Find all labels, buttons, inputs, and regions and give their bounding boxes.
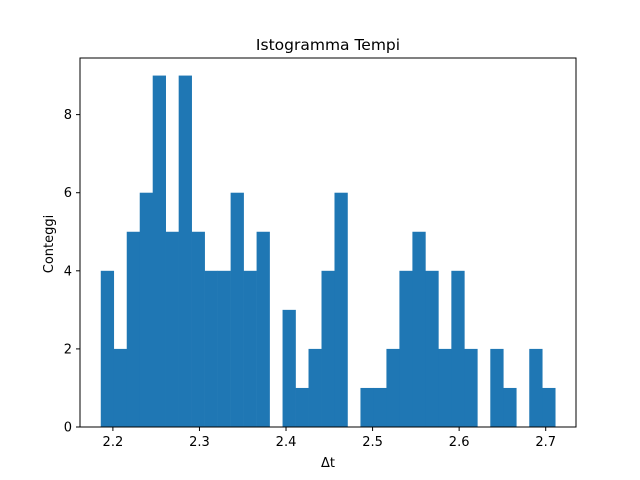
y-axis-label: Conteggi (42, 215, 57, 273)
histogram-bar (451, 270, 465, 427)
y-tick-label: 6 (64, 186, 72, 201)
chart-title: Istogramma Tempi (256, 36, 400, 54)
histogram-bar (360, 387, 374, 427)
histogram-bar (152, 75, 166, 427)
histogram-bar (282, 309, 296, 427)
x-axis-ticks: 2.2 2.3 2.4 2.5 2.6 2.7 (103, 427, 556, 450)
histogram-bar (321, 270, 335, 427)
histogram-bar (529, 348, 543, 427)
y-tick-label: 2 (64, 342, 72, 357)
x-tick-label: 2.7 (535, 435, 556, 450)
histogram-bar (490, 348, 504, 427)
histogram-bar (204, 270, 218, 427)
histogram-bar (217, 270, 231, 427)
histogram-bar (113, 348, 128, 427)
histogram-bar (412, 231, 426, 427)
x-tick-label: 2.5 (362, 435, 383, 450)
histogram-bar (191, 231, 205, 427)
histogram-bar (295, 387, 309, 427)
histogram-bar (386, 348, 400, 427)
histogram-bar (334, 192, 348, 427)
histogram-bar (399, 270, 413, 427)
histogram-bar (425, 270, 439, 427)
histogram-bar (464, 348, 478, 427)
histogram-bar (126, 231, 141, 427)
y-tick-label: 4 (64, 264, 72, 279)
y-axis-ticks: 0 2 4 6 8 (64, 108, 80, 436)
y-tick-label: 8 (64, 108, 72, 123)
x-tick-label: 2.2 (103, 435, 124, 450)
histogram-bars (100, 75, 556, 427)
x-tick-label: 2.4 (276, 435, 297, 450)
x-axis-label: Δt (321, 456, 335, 471)
x-tick-label: 2.6 (449, 435, 470, 450)
histogram-bar (373, 387, 387, 427)
histogram-bar (139, 192, 154, 427)
histogram-bar (100, 270, 115, 427)
histogram-bar (503, 387, 517, 427)
histogram-bar (308, 348, 322, 427)
plot-frame (79, 57, 577, 428)
histogram-bar (178, 75, 192, 427)
histogram-bar (438, 348, 452, 427)
x-tick-label: 2.3 (189, 435, 210, 450)
y-tick-label: 0 (64, 421, 72, 436)
histogram-bar (230, 192, 244, 427)
histogram-bar (165, 231, 179, 427)
histogram-bar (542, 387, 556, 427)
histogram-bar (243, 270, 257, 427)
histogram-bar (256, 231, 270, 427)
